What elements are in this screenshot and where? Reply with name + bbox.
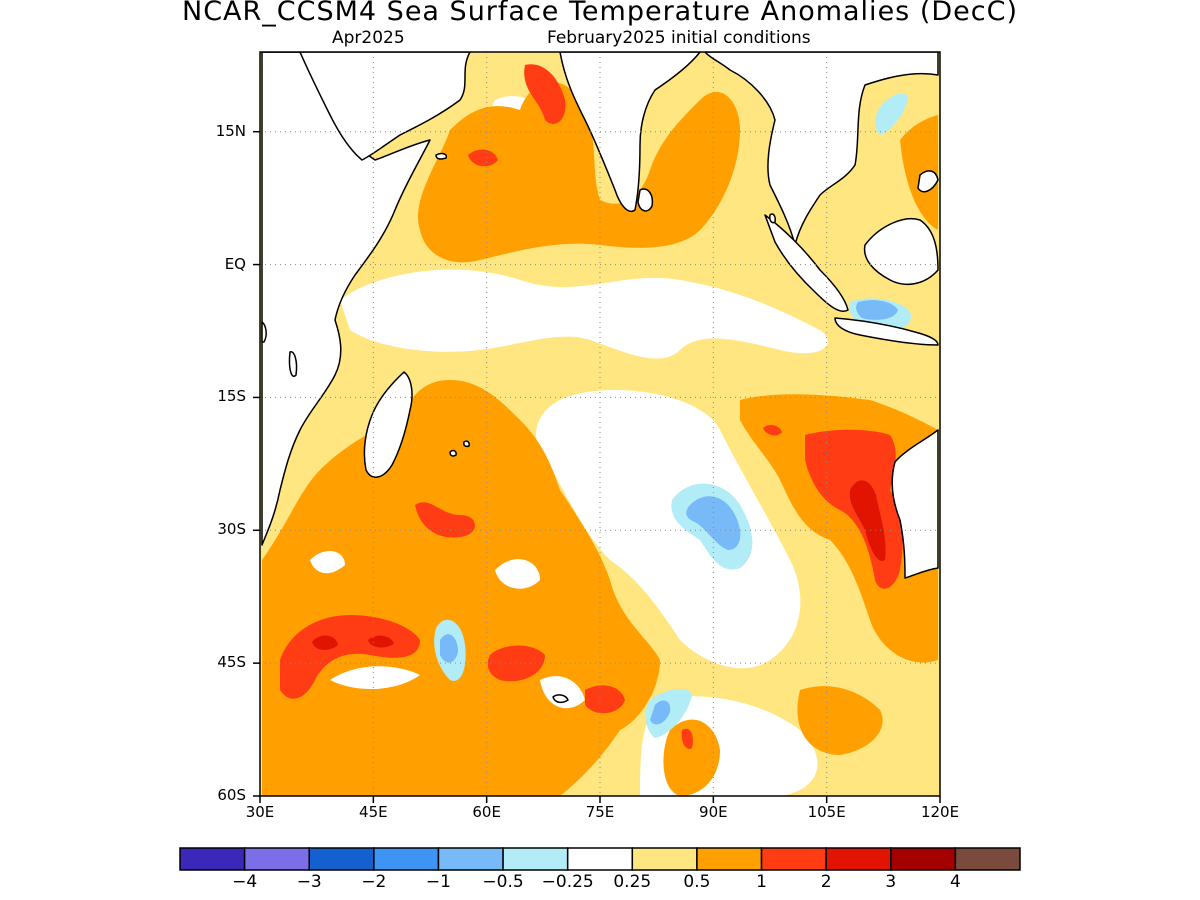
colorbar-label: 3 <box>885 872 897 892</box>
colorbar-swatch <box>308 847 375 871</box>
sumatra-island <box>764 214 849 312</box>
colorbar-swatch <box>566 847 634 871</box>
hot-spot-small-2 <box>681 728 693 749</box>
lon-tick-label: 120E <box>920 803 960 821</box>
colorbar-swatch <box>890 847 957 871</box>
andaman-islands <box>769 213 776 224</box>
warm-zone-east-edge <box>900 115 938 230</box>
comoros-island <box>288 351 298 377</box>
colorbar-label: 0.5 <box>683 872 711 892</box>
neutral-zone-central <box>536 390 801 669</box>
colorbar-label: −2 <box>361 872 387 892</box>
lon-tick-label: 90E <box>699 803 728 821</box>
colorbar-swatch <box>760 847 827 871</box>
colorbar-swatch <box>502 847 569 871</box>
lat-tick-label: 60S <box>217 786 246 804</box>
neutral-zone-equatorial <box>340 269 828 359</box>
neutral-pocket-south-4 <box>310 550 345 574</box>
lon-tick-label: 30E <box>245 803 275 821</box>
lat-tick-label: 45S <box>217 653 246 672</box>
colorbar-label: 4 <box>949 872 961 892</box>
mauritius-island <box>449 449 457 457</box>
colorbar-label: −0.25 <box>541 872 594 892</box>
warm-zone-south-central <box>663 719 720 796</box>
lat-tick-label: EQ <box>224 254 246 273</box>
warm-zone-southeast <box>797 686 883 755</box>
initial-conditions: February2025 initial conditions <box>547 28 811 48</box>
madagascar-island <box>363 371 413 478</box>
colorbar-swatch <box>825 847 892 871</box>
hot-spot-madagascar-east <box>415 502 475 538</box>
lat-tick-label: 15S <box>217 387 246 406</box>
lon-tick-label: 45E <box>359 803 388 821</box>
colorbar-label: 2 <box>820 872 832 892</box>
lat-tick-label: 30S <box>217 520 246 539</box>
hot-spot-south-east <box>585 685 625 714</box>
peak-anomaly-southwest <box>312 635 338 650</box>
cool-core-indonesia <box>856 300 898 320</box>
coastlines <box>261 52 939 704</box>
neutral-pocket-south-2 <box>495 559 540 589</box>
hot-spot-small-1 <box>763 425 782 436</box>
australia-landmass <box>891 429 939 579</box>
lon-tick-label: 105E <box>807 803 846 821</box>
colorbar-label: 1 <box>756 872 767 892</box>
java-island <box>834 317 939 346</box>
hot-spot-arabian-north <box>524 64 566 124</box>
colorbar-swatch <box>696 847 763 871</box>
cool-core-central <box>686 496 741 550</box>
borneo-island <box>863 218 939 286</box>
hot-spot-southwest <box>280 615 420 699</box>
colorbar-label: −3 <box>296 872 322 892</box>
colorbar <box>179 847 1021 871</box>
cool-core-south-central <box>650 700 671 725</box>
neutral-pocket-south-1 <box>330 666 420 690</box>
peak-anomaly-southwest-2 <box>368 635 394 648</box>
philippines-island <box>917 170 939 193</box>
axis-ticks <box>253 130 941 803</box>
map-title: NCAR_CCSM4 Sea Surface Temperature Anoma… <box>182 0 1018 27</box>
colorbar-label: 0.25 <box>613 872 652 892</box>
reunion-island <box>463 440 470 448</box>
cool-core-south-west <box>440 634 458 663</box>
neutral-pocket-south-3 <box>540 676 585 709</box>
colorbar-swatch <box>243 847 310 871</box>
colorbar-label: −4 <box>232 872 258 892</box>
colorbar-swatch <box>373 847 440 871</box>
colorbar-swatch <box>631 847 698 871</box>
socotra-island <box>435 152 448 160</box>
lat-tick-label: 15N <box>215 121 246 140</box>
anomaly-field <box>260 52 940 796</box>
seychelles-island <box>261 321 267 343</box>
colorbar-swatch <box>179 847 246 871</box>
colorbar-swatch <box>954 847 1021 871</box>
lon-tick-label: 60E <box>472 803 501 821</box>
colorbar-swatch <box>437 847 504 871</box>
valid-month: Apr2025 <box>332 28 405 48</box>
hot-spot-arabian-central <box>468 149 498 167</box>
peak-anomaly-australia <box>849 480 886 561</box>
lon-tick-label: 75E <box>585 803 615 821</box>
arabian-peninsula <box>261 52 471 161</box>
cool-zone-south-china-sea <box>875 93 908 135</box>
kerguelen-island <box>552 694 569 704</box>
sri-lanka-island <box>637 188 654 212</box>
colorbar-label: −1 <box>425 872 451 892</box>
map-gridlines <box>260 52 940 796</box>
colorbar-label: −0.5 <box>482 872 524 892</box>
warm-zone-arabian-sea <box>417 81 740 263</box>
hot-spot-south-central <box>487 645 545 682</box>
